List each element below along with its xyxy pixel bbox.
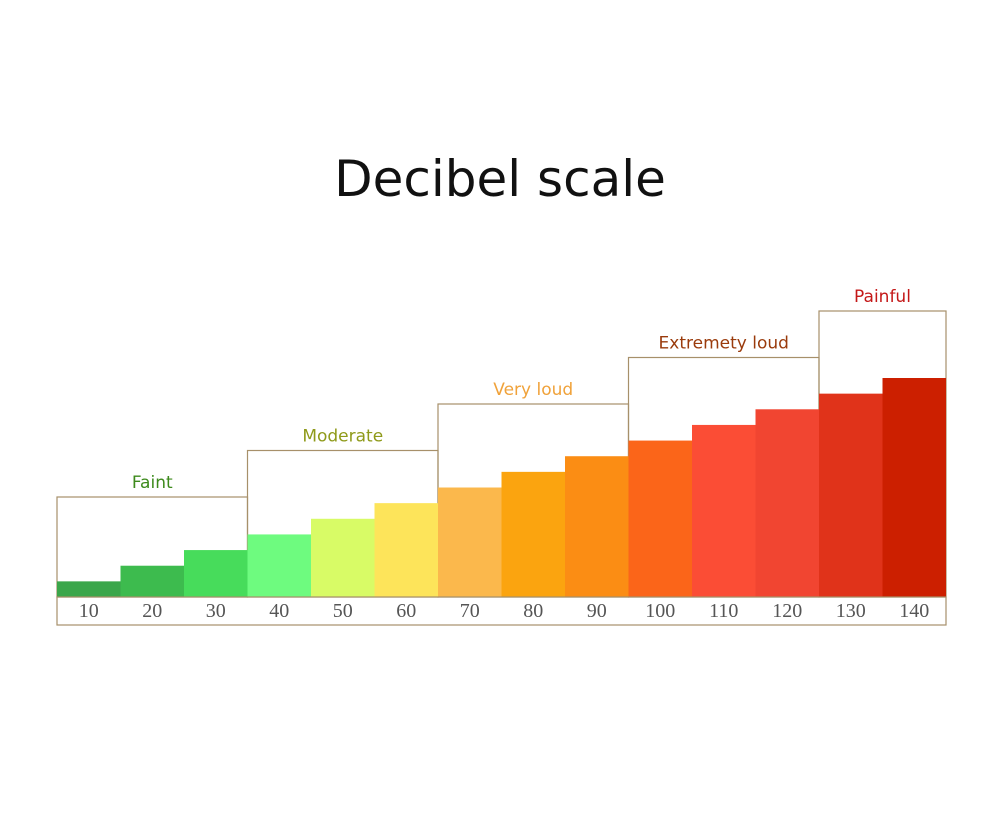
bar [882,378,946,597]
x-axis [56,596,947,626]
band-label: Painful [854,287,911,307]
tick-label: 90 [587,600,607,622]
tick-label: 10 [79,600,99,622]
bar [819,393,883,597]
band-labels: Faint Moderate Very loud Extremety loud Pain… [132,287,911,493]
tick-label: 50 [333,600,353,622]
bar [628,440,692,597]
bar [565,456,629,597]
chart-title: Decibel scale [334,150,666,208]
tick-label: 140 [899,600,929,622]
tick-labels: 10 20 30 40 50 60 70 80 90 100 110 120 130 140 [79,600,930,622]
band-label: Faint [132,473,173,493]
tick-label: 80 [523,600,543,622]
bar [501,471,565,597]
tick-label: 60 [396,600,416,622]
tick-label: 130 [836,600,866,622]
bar [692,424,756,597]
tick-label: 120 [772,600,802,622]
band-label: Extremety loud [659,334,789,354]
tick-label: 70 [460,600,480,622]
bar [120,565,184,597]
tick-label: 30 [206,600,226,622]
axis-strip [56,596,947,626]
bar [57,581,121,597]
tick-label: 100 [645,600,675,622]
band-label: Moderate [302,427,383,447]
bar [311,518,375,597]
tick-label: 40 [269,600,289,622]
bar [374,503,438,597]
bar [247,534,311,597]
tick-label: 20 [142,600,162,622]
bar [755,409,819,597]
bar [184,550,248,597]
band-label: Very loud [493,380,573,400]
bars [57,378,946,597]
bar [438,487,502,597]
tick-label: 110 [709,600,738,622]
